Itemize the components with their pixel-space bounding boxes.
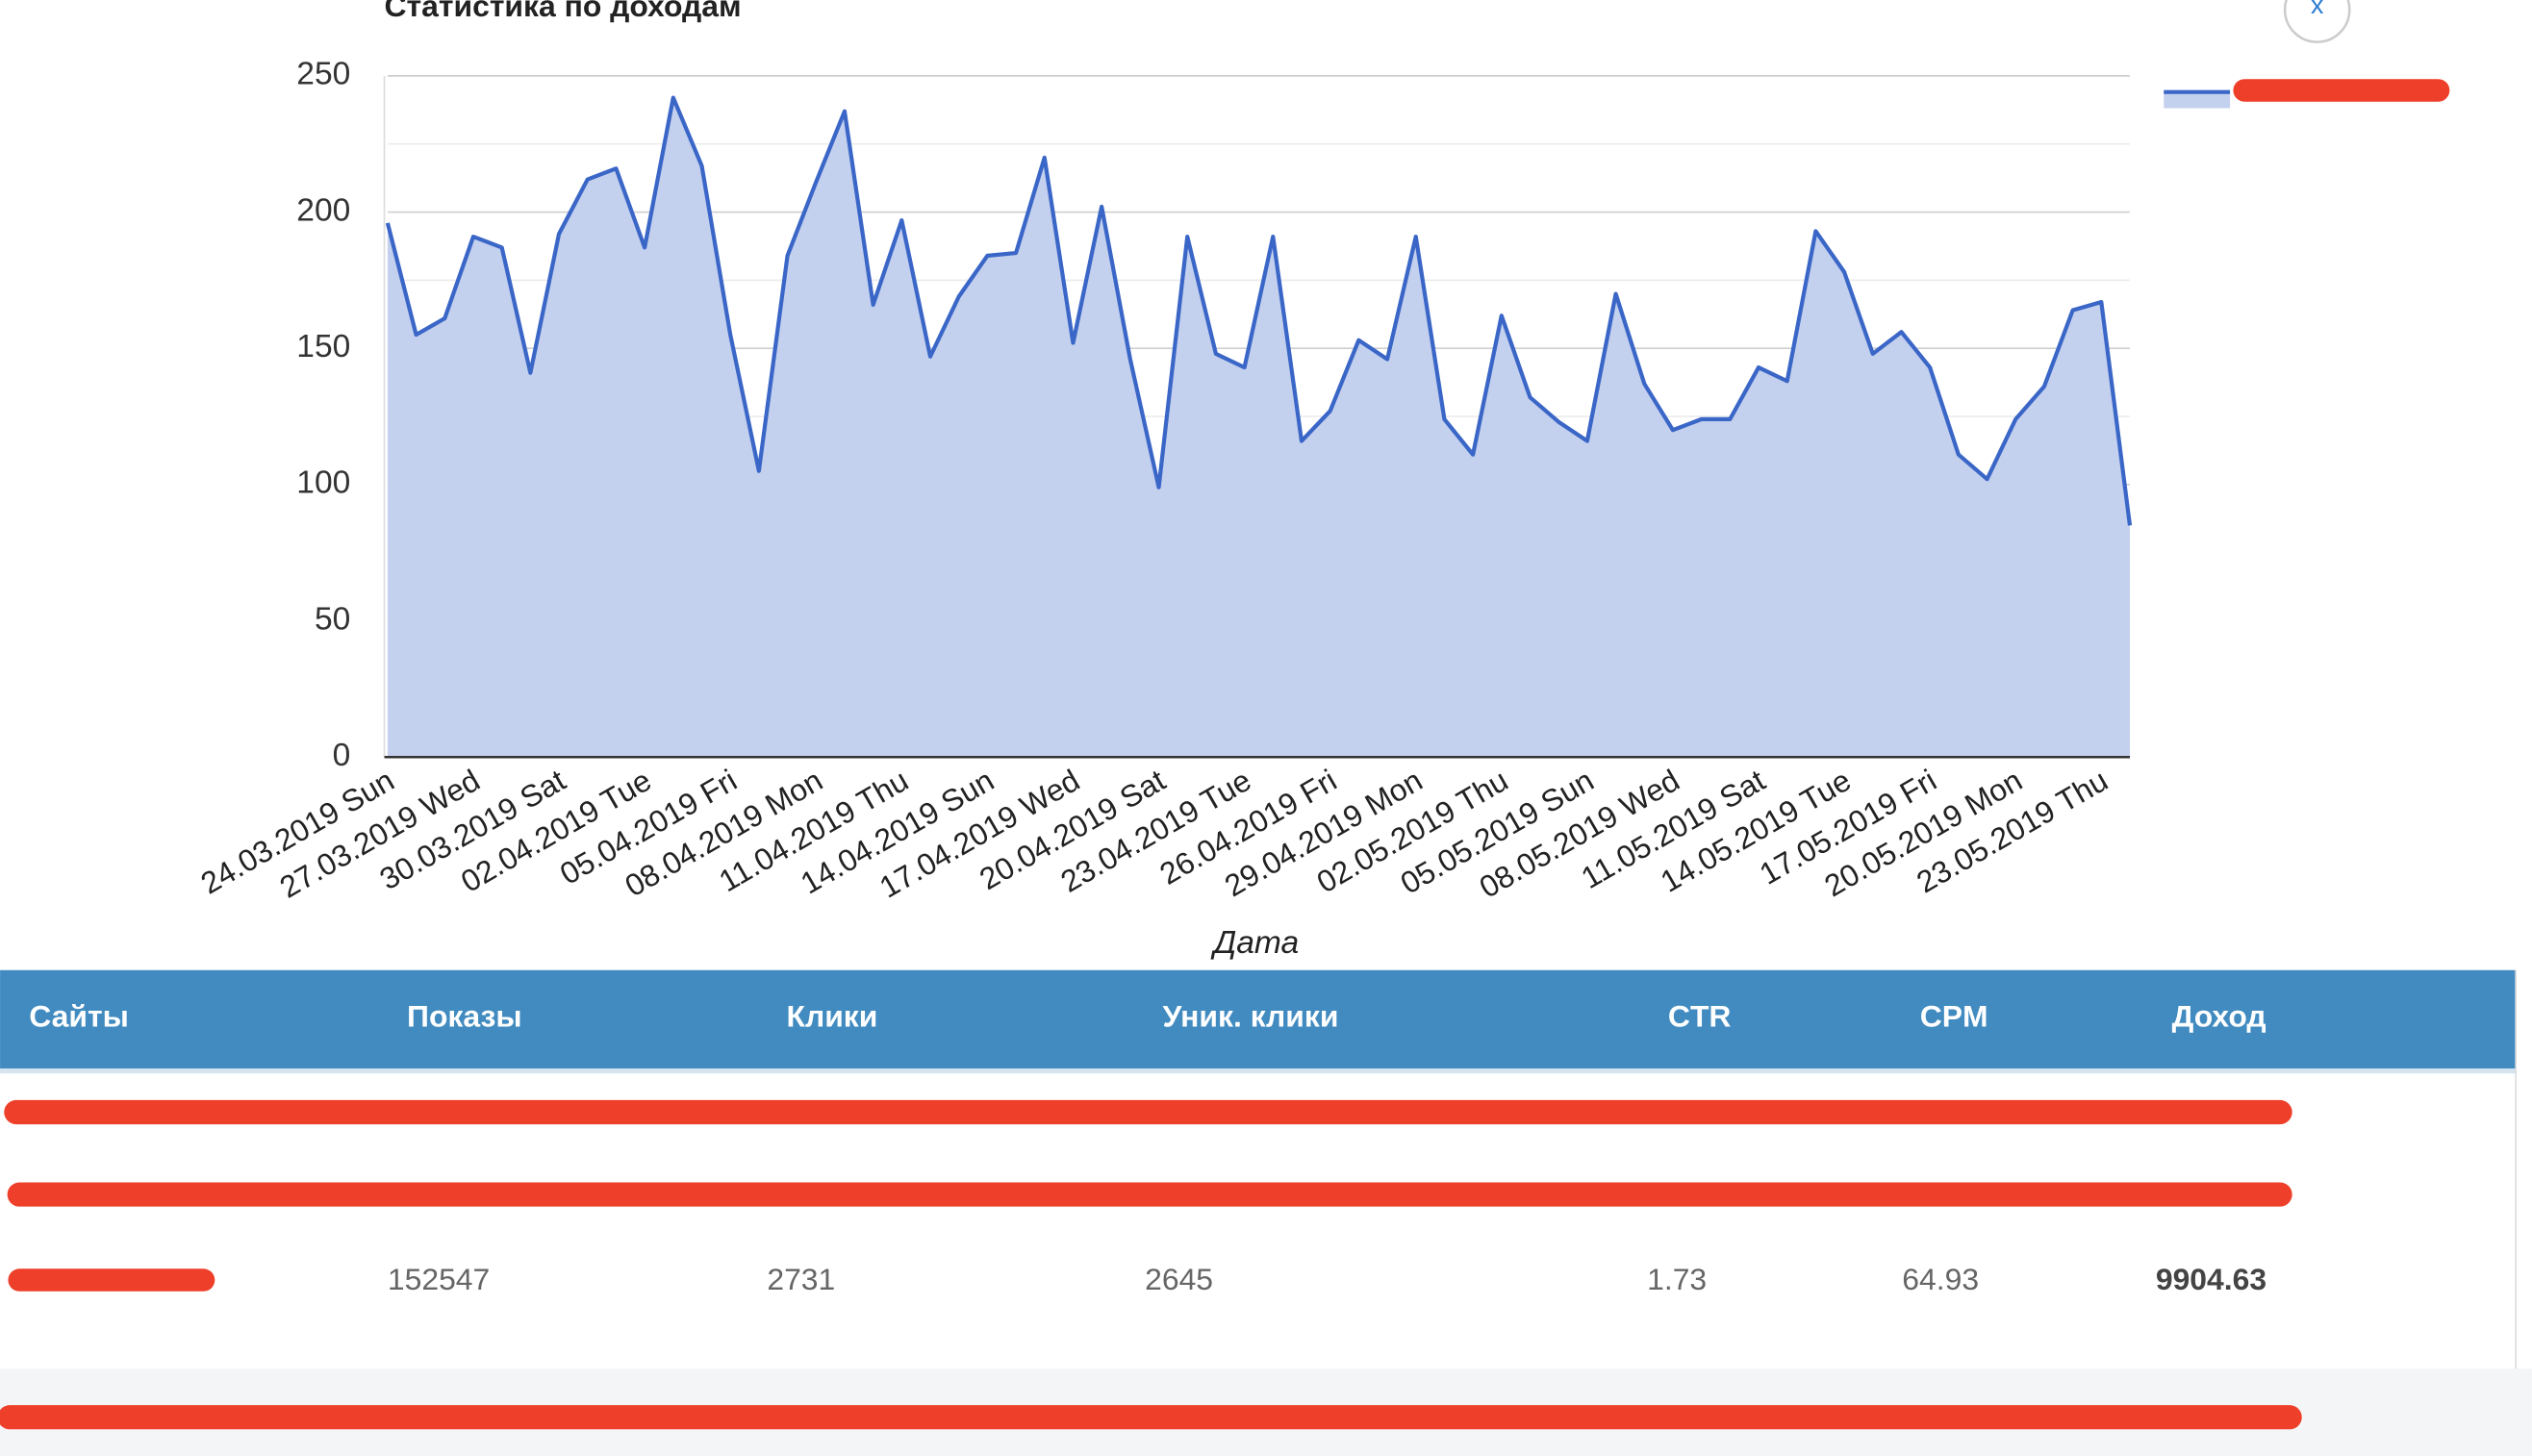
table-cell: 152547 — [388, 1262, 490, 1296]
legend-swatch — [2164, 91, 2231, 109]
y-tick-label: 250 — [296, 57, 350, 92]
x-axis-title: Дата — [1210, 925, 1300, 961]
y-tick-label: 0 — [333, 738, 351, 773]
table-cell: 64.93 — [1902, 1262, 1979, 1296]
y-tick-label: 100 — [296, 465, 350, 501]
header-border — [0, 1068, 2517, 1074]
table: Сайты Показы Клики Уник. клики CTR CPM Доход 15… — [0, 969, 2532, 1456]
y-tick-label: 150 — [296, 329, 350, 364]
close-label[interactable]: x — [2311, 0, 2324, 19]
column-header: Уник. клики — [1163, 999, 1339, 1034]
column-header: Доход — [2172, 999, 2266, 1034]
column-header: CTR — [1668, 999, 1732, 1034]
y-tick-label: 50 — [315, 601, 350, 637]
area — [387, 97, 2130, 758]
table-header — [0, 969, 2517, 1069]
close-button[interactable] — [2283, 0, 2351, 43]
column-header: Сайты — [29, 999, 129, 1034]
column-header: CPM — [1920, 999, 1988, 1034]
y-tick-label: 200 — [296, 192, 350, 228]
table-cell: 2731 — [767, 1262, 835, 1296]
column-header: Клики — [786, 999, 877, 1034]
table-cell: 1.73 — [1647, 1262, 1707, 1296]
table-cell: 2645 — [1145, 1262, 1213, 1296]
column-header: Показы — [407, 999, 522, 1034]
chart-title: Статистика по доходам — [385, 0, 742, 23]
line — [385, 95, 2133, 526]
table-cell: 9904.63 — [2156, 1262, 2266, 1296]
